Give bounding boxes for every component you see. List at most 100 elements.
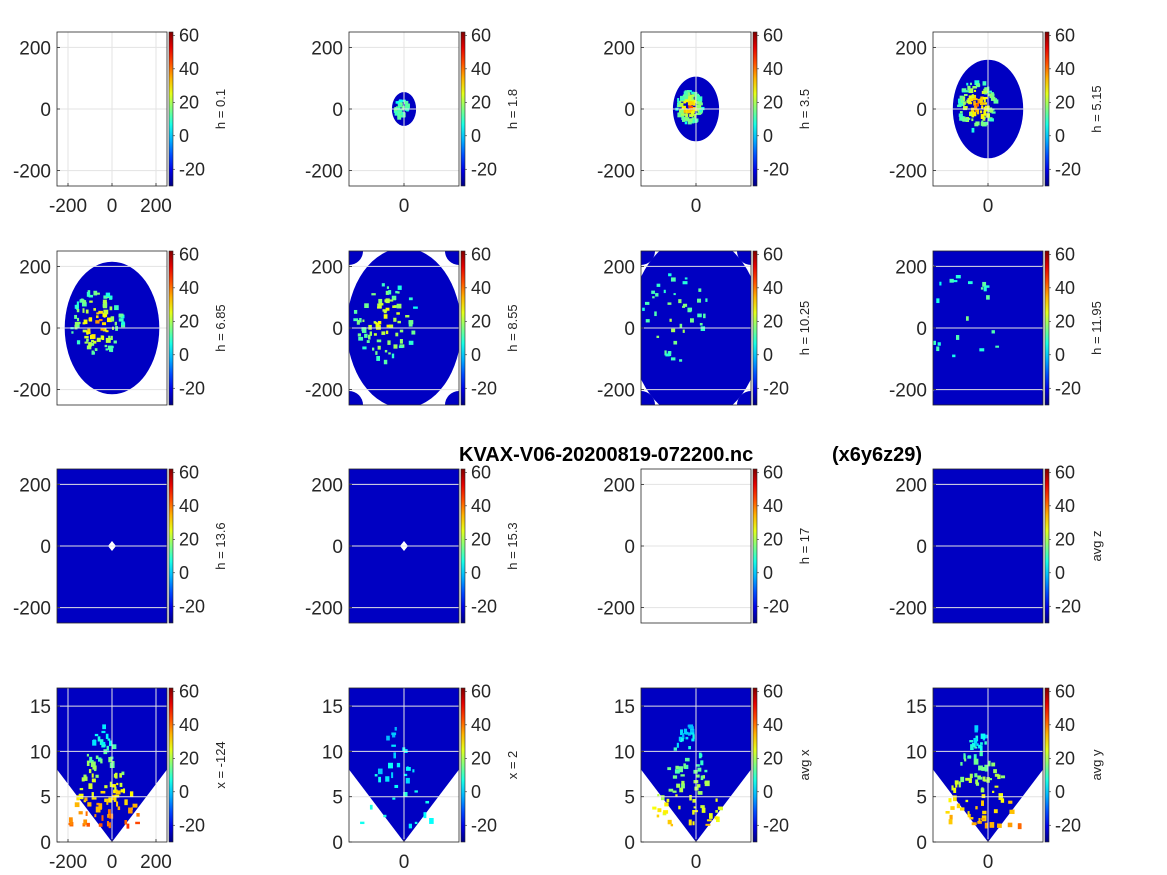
colorbar-tick-label: 60 [179, 244, 199, 264]
y-tick-label: -200 [597, 162, 635, 183]
subplot-15: 0 0 5 10 15 -20 0 20 40 60 avg x [614, 681, 812, 873]
y-tick-label: -200 [597, 381, 635, 402]
reflectivity-field [391, 92, 417, 126]
colorbar-tick-label: 20 [179, 748, 199, 768]
gridlines [933, 483, 1043, 609]
colorbar-tick-label: 40 [763, 278, 783, 298]
colorbar-tick-label: 60 [763, 462, 783, 482]
colorbar-tick-label: 20 [471, 92, 491, 112]
colorbar-tick-label: 0 [1055, 126, 1065, 146]
y-tick-label: -200 [13, 381, 51, 402]
colorbar: -20 0 20 40 60 avg z [1044, 462, 1104, 624]
colorbar-tick-label: 60 [471, 681, 491, 701]
colorbar-tick-label: 60 [471, 244, 491, 264]
y-tick-label: 200 [895, 38, 927, 59]
colorbar-tick-label: 0 [179, 782, 189, 802]
y-tick-label: -200 [305, 162, 343, 183]
colorbar-label: h = 15.3 [505, 522, 520, 569]
y-tick-label: 200 [603, 475, 635, 496]
colorbar-tick-label: 20 [763, 748, 783, 768]
colorbar-label: x = 2 [505, 751, 520, 780]
y-tick-label: 0 [40, 537, 51, 558]
x-tick-label: 0 [399, 196, 410, 217]
colorbar-tick-label: -20 [179, 596, 205, 616]
y-tick-label: -200 [889, 162, 927, 183]
colorbar: -20 0 20 40 60 avg x [752, 681, 812, 843]
y-tick-label: 200 [895, 475, 927, 496]
y-tick-label: 200 [19, 257, 51, 278]
colorbar-tick-label: 20 [1055, 529, 1075, 549]
colorbar-tick-label: 60 [1055, 244, 1075, 264]
figure-tag: (x6y6z29) [832, 444, 922, 466]
y-tick-label: 5 [624, 788, 635, 809]
subplot-16: 0 0 5 10 15 -20 0 20 40 60 avg y [906, 681, 1104, 873]
colorbar-tick-label: 40 [471, 496, 491, 516]
colorbar-tick-label: 20 [471, 311, 491, 331]
colorbar-tick-label: 20 [1055, 311, 1075, 331]
colorbar-label: avg x [797, 749, 812, 781]
colorbar-tick-label: 40 [1055, 496, 1075, 516]
y-tick-label: 0 [916, 319, 927, 340]
gridlines [933, 265, 1043, 391]
colorbar: -20 0 20 40 60 h = 10.25 [752, 244, 812, 406]
colorbar-tick-label: 0 [763, 563, 773, 583]
y-tick-label: 5 [40, 788, 51, 809]
y-tick-label: 200 [603, 38, 635, 59]
colorbar-tick-label: -20 [763, 378, 789, 398]
colorbar-tick-label: 40 [1055, 715, 1075, 735]
colorbar-tick-label: 40 [763, 59, 783, 79]
colorbar-label: h = 13.6 [213, 522, 228, 569]
colorbar-tick-label: 60 [471, 25, 491, 45]
colorbar-tick-label: -20 [179, 159, 205, 179]
colorbar-tick-label: 20 [1055, 748, 1075, 768]
subplot-14: 0 0 5 10 15 -20 0 20 40 60 x = 2 [322, 681, 520, 873]
y-tick-label: 10 [614, 742, 635, 763]
gridlines [641, 483, 751, 609]
colorbar-tick-label: 40 [179, 496, 199, 516]
colorbar-tick-label: 0 [471, 126, 481, 146]
colorbar-label: h = 5.15 [1089, 85, 1104, 132]
x-tick-label: 0 [399, 852, 410, 873]
colorbar-tick-label: 0 [179, 345, 189, 365]
x-tick-label: 200 [140, 196, 172, 217]
colorbar-tick-label: -20 [471, 159, 497, 179]
x-tick-label: 0 [983, 852, 994, 873]
colorbar-tick-label: 0 [471, 345, 481, 365]
colorbar-tick-label: 60 [1055, 681, 1075, 701]
y-tick-label: 200 [311, 38, 343, 59]
colorbar-tick-label: 40 [471, 715, 491, 735]
gridlines [933, 32, 1043, 186]
y-tick-label: 10 [30, 742, 51, 763]
colorbar-tick-label: -20 [763, 815, 789, 835]
colorbar-label: h = 0.1 [213, 89, 228, 129]
x-tick-label: 0 [983, 196, 994, 217]
colorbar: -20 0 20 40 60 h = 0.1 [168, 25, 228, 187]
colorbar-tick-label: 0 [471, 563, 481, 583]
gridlines [349, 483, 459, 609]
gridlines [641, 265, 751, 391]
colorbar-tick-label: 40 [471, 278, 491, 298]
y-tick-label: -200 [889, 599, 927, 620]
colorbar-tick-label: 0 [1055, 782, 1065, 802]
y-tick-label: -200 [597, 599, 635, 620]
y-tick-label: 0 [624, 100, 635, 121]
colorbar-tick-label: 20 [763, 92, 783, 112]
colorbar-tick-label: 40 [1055, 59, 1075, 79]
y-tick-label: 200 [603, 257, 635, 278]
colorbar-tick-label: 60 [763, 681, 783, 701]
colorbar-tick-label: -20 [763, 596, 789, 616]
colorbar: -20 0 20 40 60 h = 15.3 [460, 462, 520, 624]
colorbar-label: h = 3.5 [797, 89, 812, 129]
x-tick-label: 0 [107, 852, 118, 873]
gridlines [57, 32, 167, 186]
colorbar: -20 0 20 40 60 h = 5.15 [1044, 25, 1104, 187]
colorbar-tick-label: -20 [1055, 596, 1081, 616]
colorbar-label: h = 17 [797, 528, 812, 565]
colorbar-tick-label: 40 [763, 496, 783, 516]
colorbar-tick-label: 60 [179, 25, 199, 45]
